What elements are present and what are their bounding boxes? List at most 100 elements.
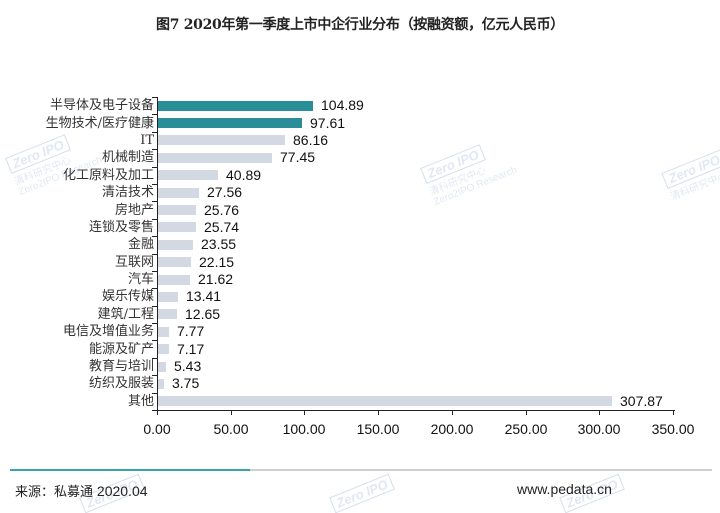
y-tick bbox=[152, 254, 157, 255]
category-label: 化工原料及加工 bbox=[62, 168, 154, 183]
x-tick bbox=[452, 410, 453, 415]
category-label: 教育与培训 bbox=[88, 359, 154, 374]
y-axis bbox=[157, 97, 158, 411]
category-label: 建筑/工程 bbox=[97, 307, 154, 322]
value-label: 5.43 bbox=[174, 358, 202, 374]
value-label: 13.41 bbox=[186, 288, 222, 304]
x-tick bbox=[378, 410, 379, 415]
category-label: IT bbox=[140, 133, 154, 148]
category-label: 连锁及零售 bbox=[88, 220, 154, 235]
category-label: 汽车 bbox=[127, 272, 154, 287]
x-tick-label: 300.00 bbox=[577, 421, 621, 437]
bar-chart: 半导体及电子设备 104.89 生物技术/医疗健康 97.61 IT 86.16 机械制造 7… bbox=[45, 97, 695, 437]
x-axis bbox=[157, 410, 675, 411]
y-tick bbox=[152, 132, 157, 133]
x-tick-label: 350.00 bbox=[651, 421, 695, 437]
x-tick-label: 0.00 bbox=[143, 421, 171, 437]
category-label: 机械制造 bbox=[101, 150, 154, 165]
x-tick bbox=[157, 410, 158, 415]
y-tick bbox=[152, 358, 157, 359]
bar bbox=[158, 344, 169, 354]
bar bbox=[158, 292, 178, 302]
bar bbox=[158, 257, 191, 267]
x-tick bbox=[526, 410, 527, 415]
value-label: 307.87 bbox=[620, 393, 663, 409]
value-label: 77.45 bbox=[280, 149, 316, 165]
category-label: 娱乐传媒 bbox=[101, 289, 154, 304]
chart-title: 图7 2020年第一季度上市中企行业分布（按融资额，亿元人民币） bbox=[156, 17, 564, 33]
bar bbox=[158, 222, 196, 232]
value-label: 25.74 bbox=[204, 219, 240, 235]
category-label: 互联网 bbox=[114, 255, 154, 270]
x-tick bbox=[304, 410, 305, 415]
value-label: 21.62 bbox=[198, 271, 234, 287]
value-label: 86.16 bbox=[293, 132, 329, 148]
x-tick-label: 100.00 bbox=[282, 421, 326, 437]
bar bbox=[158, 101, 313, 111]
value-label: 23.55 bbox=[201, 236, 237, 252]
bar bbox=[158, 205, 196, 215]
watermark: Zero IPO bbox=[329, 473, 396, 513]
y-tick bbox=[152, 306, 157, 307]
y-tick bbox=[152, 201, 157, 202]
x-tick-label: 250.00 bbox=[504, 421, 548, 437]
value-label: 97.61 bbox=[310, 115, 346, 131]
category-label: 纺织及服装 bbox=[88, 376, 154, 391]
bar bbox=[158, 118, 302, 128]
bar bbox=[158, 170, 218, 180]
bar bbox=[158, 153, 272, 163]
bar bbox=[158, 240, 193, 250]
x-tick-label: 150.00 bbox=[356, 421, 400, 437]
bar bbox=[158, 309, 177, 319]
footer-divider bbox=[250, 469, 712, 471]
category-label: 半导体及电子设备 bbox=[49, 98, 154, 113]
category-label: 其他 bbox=[127, 394, 154, 409]
value-label: 27.56 bbox=[207, 184, 243, 200]
bar bbox=[158, 362, 166, 372]
y-tick bbox=[152, 288, 157, 289]
value-label: 25.76 bbox=[204, 202, 240, 218]
source-date: 2020.04 bbox=[96, 483, 148, 499]
value-label: 12.65 bbox=[185, 306, 221, 322]
value-label: 104.89 bbox=[321, 97, 364, 113]
bar bbox=[158, 135, 285, 145]
value-label: 40.89 bbox=[226, 167, 262, 183]
category-label: 电信及增值业务 bbox=[62, 324, 154, 339]
y-tick bbox=[152, 236, 157, 237]
category-label: 房地产 bbox=[114, 203, 154, 218]
y-tick bbox=[152, 271, 157, 272]
source-note: 来源：私募通 2020.04 bbox=[15, 481, 148, 500]
y-tick bbox=[152, 149, 157, 150]
x-tick-label: 50.00 bbox=[213, 421, 249, 437]
footer-divider-accent bbox=[10, 469, 250, 471]
bar bbox=[158, 275, 190, 285]
bar bbox=[158, 396, 612, 406]
y-tick bbox=[152, 410, 157, 411]
category-label: 生物技术/医疗健康 bbox=[45, 116, 154, 131]
value-label: 7.77 bbox=[177, 323, 205, 339]
y-tick bbox=[152, 375, 157, 376]
x-tick bbox=[673, 410, 674, 415]
bar bbox=[158, 327, 169, 337]
value-label: 22.15 bbox=[199, 254, 235, 270]
y-tick bbox=[152, 184, 157, 185]
x-tick bbox=[599, 410, 600, 415]
category-label: 能源及矿产 bbox=[88, 342, 154, 357]
source-label: 来源：私募通 bbox=[15, 485, 94, 500]
value-label: 7.17 bbox=[177, 341, 205, 357]
y-tick bbox=[152, 219, 157, 220]
bar bbox=[158, 379, 164, 389]
y-tick bbox=[152, 340, 157, 341]
y-tick bbox=[152, 323, 157, 324]
y-tick bbox=[152, 114, 157, 115]
category-label: 清洁技术 bbox=[101, 185, 154, 200]
y-tick bbox=[152, 393, 157, 394]
y-tick bbox=[152, 167, 157, 168]
bar bbox=[158, 188, 199, 198]
x-tick-label: 200.00 bbox=[430, 421, 474, 437]
category-label: 金融 bbox=[127, 237, 154, 252]
x-tick bbox=[231, 410, 232, 415]
website-link[interactable]: www.pedata.cn bbox=[517, 481, 612, 497]
y-tick bbox=[152, 97, 157, 98]
value-label: 3.75 bbox=[172, 375, 200, 391]
